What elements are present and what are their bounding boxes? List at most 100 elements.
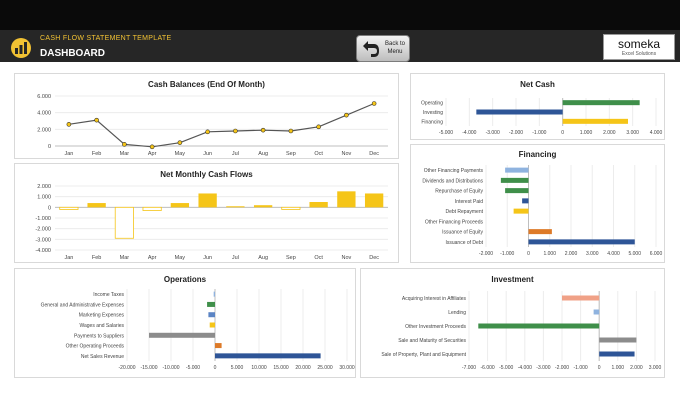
net-monthly-chart: 2.000 1.000 0 -1.000 -2.000 -3.000 -4.000 Jan Fe… (35, 184, 388, 261)
bar (209, 322, 215, 328)
window-top-strip (0, 0, 680, 30)
bar (562, 100, 640, 106)
bar (522, 198, 529, 204)
x-tick-label: May (175, 255, 186, 261)
x-tick-label: 2.000 (603, 130, 616, 136)
category-label: Income Taxes (93, 292, 124, 298)
cash-balances-chart: 6.000 4.000 2.000 0 Jan Feb Mar Apr May Jun Jul Aug… (37, 94, 388, 157)
y-tick-label: 0 (48, 205, 51, 211)
data-point (94, 117, 99, 123)
investment-chart: -7.000 -6.000 -5.000 -4.000 -3.000 -2.000 -1.0… (381, 291, 661, 371)
x-tick-label: -2.000 (509, 130, 523, 136)
x-tick-label: -1.000 (574, 365, 588, 371)
data-point (288, 128, 294, 134)
bar (208, 312, 215, 318)
x-tick-label: 0 (527, 251, 530, 257)
category-label: Financing (421, 119, 443, 125)
x-tick-label: -3.000 (486, 130, 500, 136)
x-tick-label: Apr (148, 151, 157, 157)
x-tick-label: 1.000 (580, 130, 593, 136)
brand-subtitle: Excel Solutions (621, 51, 657, 57)
category-label: Net Sales Revenue (81, 354, 124, 360)
category-label: Sale and Maturity of Securities (398, 338, 466, 344)
x-tick-label: 0 (214, 365, 217, 371)
operations-chart: -20.000 -15.000 -10.000 -5.000 0 5.000 10.000 1… (41, 289, 355, 371)
bar (337, 191, 356, 208)
x-tick-label: Dec (369, 151, 379, 157)
y-tick-label: 0 (48, 144, 51, 150)
bar (562, 118, 628, 124)
x-tick-label: Jan (64, 255, 73, 261)
x-tick-label: 4.000 (607, 251, 620, 257)
x-tick-label: -5.000 (499, 365, 513, 371)
bar (599, 351, 635, 357)
operations-title: Operations (163, 275, 207, 284)
bar (170, 203, 190, 208)
bar (215, 343, 222, 349)
investment-card: Investment -7.000 -6.000 -5.000 -4.000 -3.00… (360, 268, 665, 378)
y-tick-label: -4.000 (35, 248, 51, 254)
category-label: Interest Paid (455, 199, 483, 205)
bar (528, 239, 635, 245)
category-label: Issuance of Equity (442, 230, 483, 236)
x-tick-label: 15.000 (273, 365, 289, 371)
y-tick-label: 2.000 (37, 127, 51, 133)
data-point (316, 124, 321, 130)
y-tick-label: -3.000 (35, 237, 51, 243)
x-tick-label: Mar (120, 255, 130, 261)
series-line (68, 102, 375, 148)
x-tick-label: 1.000 (543, 251, 556, 257)
x-tick-label: Aug (258, 151, 268, 157)
x-tick-label: Feb (92, 255, 101, 261)
x-tick-label: 5.000 (628, 251, 641, 257)
x-tick-label: 20.000 (295, 365, 311, 371)
chart-logo-icon (11, 38, 31, 58)
x-tick-label: -3.000 (536, 365, 550, 371)
x-tick-label: -4.000 (518, 365, 532, 371)
bar (59, 206, 79, 210)
bar (513, 208, 529, 214)
data-point (344, 112, 349, 118)
bar (476, 109, 563, 115)
category-label: Operating (421, 101, 443, 107)
x-tick-label: -2.000 (555, 365, 569, 371)
bar (253, 205, 273, 208)
back-to-menu-button[interactable]: Back to Menu (356, 35, 410, 62)
x-tick-label: -10.000 (163, 365, 180, 371)
someka-brand-logo: someka Excel Solutions (603, 34, 675, 60)
x-tick-label: 2.000 (565, 251, 578, 257)
category-label: Marketing Expenses (79, 313, 125, 319)
x-tick-label: -1.000 (500, 251, 514, 257)
data-point (260, 127, 266, 133)
x-tick-label: Jun (203, 151, 212, 157)
x-tick-label: Jun (203, 255, 212, 261)
net-cash-card: Net Cash -5.000 -4.000 -3.000 -2.000 -1.000 0… (410, 73, 665, 140)
y-tick-label: -2.000 (35, 227, 51, 233)
x-tick-label: Jul (232, 255, 239, 261)
y-tick-label: 6.000 (37, 94, 51, 100)
x-tick-label: Nov (341, 151, 351, 157)
data-point (122, 142, 127, 147)
bar (215, 353, 321, 359)
x-tick-label: 1.000 (612, 365, 625, 371)
bar (87, 203, 106, 208)
header-bar: CASH FLOW STATEMENT TEMPLATE DASHBOARD B… (0, 0, 680, 62)
financing-card: Financing -2.000 -1.000 0 1.000 2.000 3.000 4.… (410, 144, 665, 263)
x-tick-label: -20.000 (119, 365, 136, 371)
bar (478, 323, 600, 329)
x-tick-label: Aug (258, 255, 268, 261)
bar (142, 206, 162, 211)
y-tick-label: 1.000 (37, 195, 51, 201)
x-tick-label: 4.000 (650, 130, 663, 136)
x-tick-label: 2.000 (630, 365, 643, 371)
x-tick-label: Jan (64, 151, 73, 157)
bar (364, 193, 384, 208)
bar (593, 309, 600, 315)
category-label: Other Operating Proceeds (66, 344, 125, 350)
bar (500, 177, 529, 183)
x-tick-label: Nov (341, 255, 351, 261)
app-title: CASH FLOW STATEMENT TEMPLATE (40, 35, 172, 42)
bar (562, 295, 600, 301)
bar (528, 229, 552, 235)
cash-balances-card: Cash Balances (End Of Month) 6.000 4.000 2… (14, 73, 399, 159)
